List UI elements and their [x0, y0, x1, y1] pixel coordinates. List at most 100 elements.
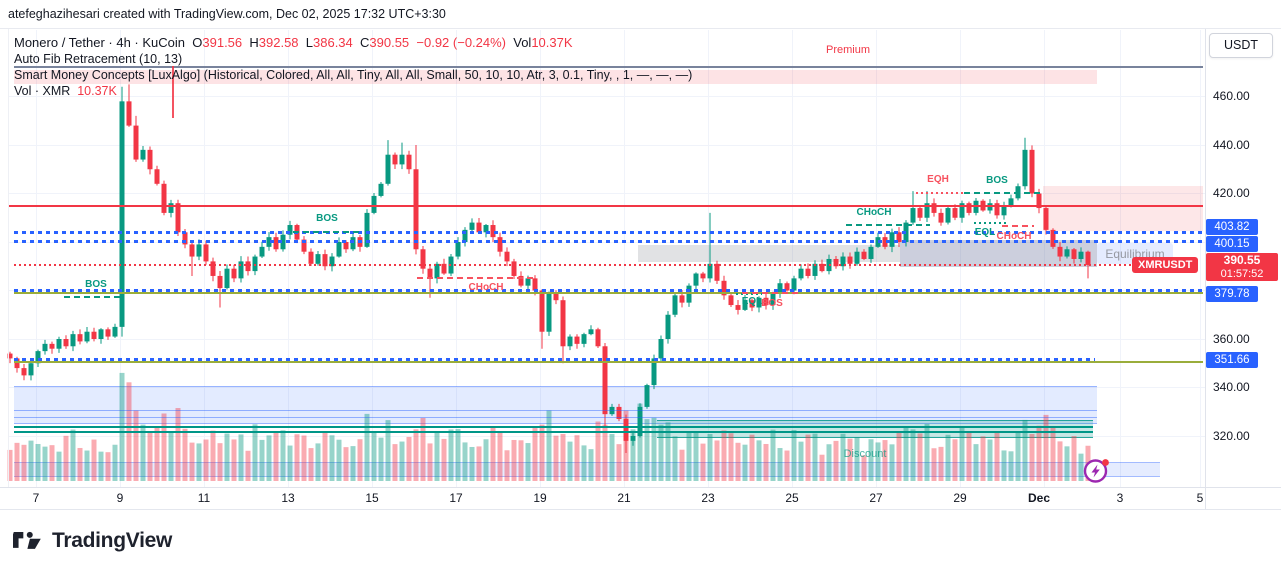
- legend-part: 392.58: [258, 35, 306, 50]
- time-axis-label[interactable]: 19: [533, 491, 547, 505]
- zone-label-premium-label: Premium: [825, 44, 871, 56]
- line-fib-351-66-dots: [14, 358, 1095, 361]
- legend-part: 386.34: [313, 35, 360, 50]
- grid-vline: [372, 30, 373, 487]
- price-tick-label: 340.00: [1213, 380, 1250, 394]
- legend-volume-row[interactable]: Vol · XMR 10.37K: [14, 83, 692, 99]
- legend-symbol-row[interactable]: Monero / Tether · 4h · KuCoin O391.56 H3…: [14, 35, 692, 51]
- currency-toggle-button[interactable]: USDT: [1209, 33, 1273, 58]
- structure-line-choch: [846, 224, 930, 226]
- zone-equilibrium-gray: [638, 245, 900, 262]
- line-fib-400-15: [14, 240, 1203, 243]
- fib-price-badge: 400.15: [1206, 236, 1258, 252]
- legend-part: 390.55: [369, 35, 417, 50]
- zone-teal-zone: [657, 420, 1093, 438]
- boost-button[interactable]: [1082, 456, 1111, 485]
- credit-bar: atefeghazihesari created with TradingVie…: [0, 0, 1281, 29]
- time-axis-label[interactable]: Dec: [1027, 491, 1051, 505]
- structure-line-bos: [293, 231, 362, 233]
- grid-vline: [1120, 30, 1121, 487]
- legend-part: 10.37K: [531, 35, 573, 50]
- time-axis-label[interactable]: 3: [1116, 491, 1124, 505]
- grid-vline: [960, 30, 961, 487]
- price-tick-label: 440.00: [1213, 138, 1250, 152]
- grid-vline: [456, 30, 457, 487]
- grid-vline: [540, 30, 541, 487]
- line-demand-inner-2: [14, 417, 1097, 418]
- legend-part: −0.92 (−0.24%): [416, 35, 514, 50]
- time-axis-label[interactable]: 29: [953, 491, 967, 505]
- time-axis-label[interactable]: 17: [449, 491, 463, 505]
- time-axis-label[interactable]: 9: [116, 491, 124, 505]
- symbol-price-line-label: XMRUSDT: [1132, 257, 1199, 273]
- line-fib-403-82: [14, 231, 1203, 234]
- fib-price-badge: 379.78: [1206, 286, 1258, 302]
- structure-line-choch: [417, 277, 535, 279]
- credit-text: atefeghazihesari created with TradingVie…: [8, 7, 446, 21]
- structure-label-choch: CHoCH: [996, 231, 1032, 242]
- grid-hline: [8, 193, 1205, 194]
- legend-fib-row[interactable]: Auto Fib Retracement (10, 13): [14, 52, 183, 66]
- structure-label-bos: BOS: [761, 298, 783, 309]
- time-axis-label[interactable]: 5: [1196, 491, 1204, 505]
- grid-hline: [8, 96, 1205, 97]
- zone-discount-strip: [14, 462, 1160, 477]
- structure-label-eqh: EQH: [927, 174, 949, 185]
- price-tick-label: 320.00: [1213, 429, 1250, 443]
- footer-logo[interactable]: TradingView: [13, 526, 172, 556]
- last-price-badge: 390.55 01:57:52: [1206, 253, 1278, 281]
- fib-price-badge: 351.66: [1206, 352, 1258, 368]
- fib-price-badge: 403.82: [1206, 219, 1258, 235]
- time-axis-label[interactable]: 13: [281, 491, 295, 505]
- zone-demand-band: [14, 386, 1097, 424]
- candle-countdown: 01:57:52: [1220, 268, 1264, 280]
- legend-part: L: [305, 35, 313, 50]
- structure-label-bos: BOS: [316, 213, 338, 224]
- legend: Monero / Tether · 4h · KuCoin O391.56 H3…: [14, 35, 692, 99]
- price-scale-border: [1205, 29, 1206, 509]
- zone-equilibrium-slate: [900, 240, 1097, 267]
- zone-supply-box: [1043, 186, 1203, 231]
- legend-part: 391.56: [202, 35, 250, 50]
- last-price-value: 390.55: [1223, 253, 1261, 267]
- lightning-icon: [1083, 459, 1109, 483]
- grid-vline: [288, 30, 289, 487]
- time-axis-label[interactable]: 7: [32, 491, 40, 505]
- price-tick-label: 460.00: [1213, 89, 1250, 103]
- plot-left-border: [8, 29, 9, 487]
- time-axis-label[interactable]: 15: [365, 491, 379, 505]
- zone-premium-band: [14, 70, 1097, 84]
- grid-vline: [1044, 30, 1045, 487]
- grid-vline: [792, 30, 793, 487]
- grid-vline: [876, 30, 877, 487]
- grid-vline: [624, 30, 625, 487]
- structure-label-eql: EQL: [741, 296, 763, 307]
- legend-smc-row[interactable]: Smart Money Concepts [LuxAlgo] (Historic…: [14, 68, 693, 82]
- volume-indicator-value: 10.37K: [77, 84, 117, 98]
- time-axis-label[interactable]: 21: [617, 491, 631, 505]
- time-axis-label[interactable]: 27: [869, 491, 883, 505]
- legend-part: C: [360, 35, 370, 50]
- line-fib-379-78-dots: [14, 289, 1203, 292]
- structure-line-eql: [974, 222, 1006, 224]
- line-fib-379-78-line: [14, 292, 1203, 294]
- time-axis-label[interactable]: 23: [701, 491, 715, 505]
- structure-label-bos: BOS: [986, 175, 1008, 186]
- structure-line-eql: [736, 293, 762, 295]
- time-axis-border[interactable]: [0, 487, 1281, 488]
- tradingview-logo-icon: [13, 531, 41, 549]
- structure-label-eql: EQL: [974, 227, 996, 238]
- line-equal-low-1: [14, 426, 1093, 428]
- time-axis-label[interactable]: 25: [785, 491, 799, 505]
- grid-vline: [708, 30, 709, 487]
- widget-bottom-border: [0, 509, 1281, 510]
- volume-bars-layer: [7, 372, 1091, 481]
- legend-part: Vol: [513, 35, 532, 50]
- zone-label-discount-label: Discount: [843, 448, 887, 460]
- volume-indicator-label: Vol · XMR: [14, 84, 78, 98]
- grid-vline: [1200, 30, 1201, 487]
- legend-part: Monero / Tether · 4h · KuCoin: [14, 35, 193, 50]
- time-axis-label[interactable]: 11: [197, 491, 211, 505]
